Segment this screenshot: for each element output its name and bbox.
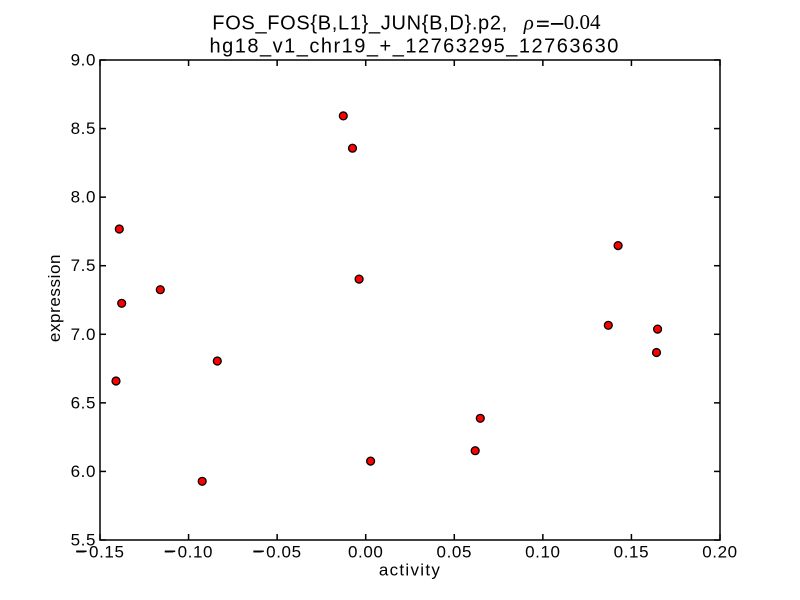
svg-text:6.0: 6.0	[71, 462, 96, 481]
svg-text:7.0: 7.0	[71, 325, 96, 344]
svg-text:8.0: 8.0	[71, 188, 96, 207]
svg-text:9.0: 9.0	[71, 51, 96, 70]
svg-text:6.5: 6.5	[71, 393, 96, 412]
svg-text:activity: activity	[379, 560, 441, 579]
svg-text:ρ: ρ	[523, 11, 534, 35]
svg-text:0.20: 0.20	[702, 542, 738, 561]
svg-text:0.00: 0.00	[348, 542, 384, 561]
svg-text:expression: expression	[45, 254, 64, 342]
svg-text:FOS_FOS{B,L1}_JUN{B,D}.p2,: FOS_FOS{B,L1}_JUN{B,D}.p2,	[212, 13, 508, 35]
svg-text:0.15: 0.15	[614, 542, 650, 561]
svg-text:0.05: 0.05	[437, 542, 473, 561]
svg-text:0.04: 0.04	[564, 10, 601, 34]
svg-text:8.5: 8.5	[71, 119, 96, 138]
svg-text:hg18_v1_chr19_+_12763295_12763: hg18_v1_chr19_+_12763295_12763630	[210, 35, 620, 57]
svg-text:5.5: 5.5	[71, 531, 96, 550]
svg-text:0.10: 0.10	[525, 542, 561, 561]
svg-text:7.5: 7.5	[71, 256, 96, 275]
